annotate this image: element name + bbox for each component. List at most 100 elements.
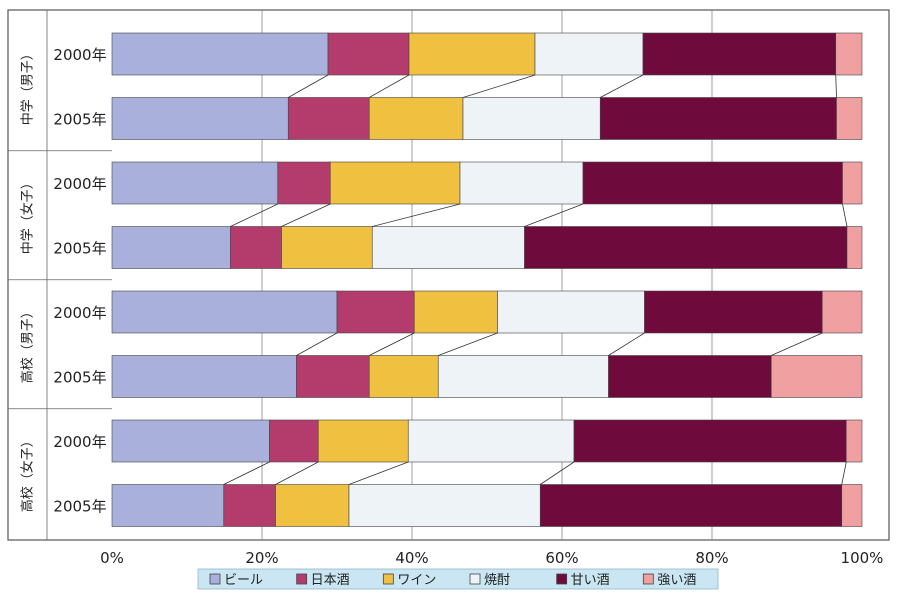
legend-label: ワイン bbox=[397, 573, 436, 588]
bar-connector bbox=[369, 74, 410, 98]
bar-segment bbox=[317, 419, 409, 463]
bar-segment bbox=[111, 32, 329, 76]
bar-segment bbox=[111, 419, 270, 463]
bar-segment bbox=[287, 97, 370, 140]
legend-label: ビール bbox=[224, 573, 263, 588]
x-tick-label: 100% bbox=[841, 549, 884, 567]
category-label: 2005年 bbox=[53, 498, 106, 516]
legend-label: 焼酎 bbox=[484, 573, 510, 588]
x-tick-label: 80% bbox=[695, 549, 728, 567]
bar-segment bbox=[407, 419, 575, 463]
bar-segment bbox=[111, 161, 279, 205]
bar-connector bbox=[438, 332, 498, 356]
bar-segment bbox=[413, 290, 498, 334]
group-label: 中学（男子） bbox=[20, 47, 36, 125]
bar-connector bbox=[223, 461, 270, 485]
bar-segment bbox=[111, 97, 289, 140]
bar-segment bbox=[459, 161, 584, 205]
bar-segment bbox=[348, 484, 541, 527]
bar-segment bbox=[842, 161, 863, 205]
bar-connector bbox=[369, 332, 415, 356]
category-label: 2005年 bbox=[53, 240, 106, 258]
legend bbox=[197, 568, 719, 590]
bar-segment bbox=[111, 355, 297, 398]
bar-segment bbox=[277, 161, 331, 205]
bar-segment bbox=[534, 32, 644, 76]
bar-segment bbox=[835, 32, 863, 76]
bar-segment bbox=[539, 484, 843, 527]
bar-segment bbox=[230, 226, 282, 269]
bar-segment bbox=[599, 97, 837, 140]
x-tick-label: 0% bbox=[100, 549, 124, 567]
bar-segment bbox=[582, 161, 843, 205]
bar-connector bbox=[600, 74, 644, 98]
group-label: 中学（女子） bbox=[20, 176, 36, 254]
bar-connector bbox=[771, 332, 823, 356]
bar-segment bbox=[111, 484, 225, 527]
legend-swatch bbox=[209, 573, 221, 585]
bar-segment bbox=[836, 97, 863, 140]
bar-segment bbox=[371, 226, 525, 269]
bar-segment bbox=[223, 484, 276, 527]
x-tick-label: 60% bbox=[545, 549, 578, 567]
group-label: 高校（女子） bbox=[20, 434, 36, 512]
bar-connector bbox=[608, 332, 645, 356]
bar-segment bbox=[642, 32, 837, 76]
bar-segment bbox=[821, 290, 863, 334]
bar-segment bbox=[111, 226, 231, 269]
bar-segment bbox=[296, 355, 370, 398]
bar-connector bbox=[841, 461, 847, 485]
bar-connector bbox=[835, 74, 837, 98]
bar-segment bbox=[269, 419, 319, 463]
group-label: 高校（男子） bbox=[20, 305, 36, 383]
bar-segment bbox=[437, 355, 609, 398]
legend-label: 強い酒 bbox=[657, 573, 696, 588]
category-label: 2000年 bbox=[53, 175, 106, 193]
bar-segment bbox=[275, 484, 350, 527]
bar-connector bbox=[275, 461, 319, 485]
bar-connector bbox=[462, 74, 536, 98]
bar-segment bbox=[368, 97, 464, 140]
bar-segment bbox=[644, 290, 823, 334]
legend-swatch bbox=[556, 573, 568, 585]
bar-segment bbox=[111, 290, 338, 334]
legend-swatch bbox=[382, 573, 394, 585]
bar-connector bbox=[372, 203, 461, 227]
bar-connector bbox=[348, 461, 409, 485]
legend-label: 甘い酒 bbox=[571, 573, 610, 588]
bar-connector bbox=[281, 203, 331, 227]
category-label: 2000年 bbox=[53, 304, 106, 322]
bar-segment bbox=[841, 484, 863, 527]
bar-connector bbox=[842, 203, 848, 227]
bar-connector bbox=[540, 461, 575, 485]
bar-segment bbox=[329, 161, 461, 205]
bar-segment bbox=[524, 226, 848, 269]
x-tick-label: 40% bbox=[395, 549, 428, 567]
bar-connector bbox=[524, 203, 584, 227]
bar-segment bbox=[608, 355, 772, 398]
bar-segment bbox=[497, 290, 645, 334]
category-label: 2000年 bbox=[53, 433, 106, 451]
bar-connector bbox=[296, 332, 338, 356]
bar-segment bbox=[408, 32, 536, 76]
x-tick-label: 20% bbox=[245, 549, 278, 567]
legend-swatch bbox=[642, 573, 654, 585]
bar-segment bbox=[846, 226, 863, 269]
bar-connector bbox=[230, 203, 278, 227]
bar-segment bbox=[327, 32, 410, 76]
bar-segment bbox=[462, 97, 601, 140]
bar-segment bbox=[368, 355, 439, 398]
bar-connector bbox=[288, 74, 329, 98]
bar-segment bbox=[573, 419, 847, 463]
bar-segment bbox=[336, 290, 415, 334]
legend-swatch bbox=[296, 573, 308, 585]
legend-label: 日本酒 bbox=[311, 573, 350, 588]
bar-segment bbox=[845, 419, 863, 463]
legend-swatch bbox=[469, 573, 481, 585]
bar-segment bbox=[281, 226, 373, 269]
category-label: 2005年 bbox=[53, 369, 106, 387]
category-label: 2005年 bbox=[53, 111, 106, 129]
category-label: 2000年 bbox=[53, 46, 106, 64]
